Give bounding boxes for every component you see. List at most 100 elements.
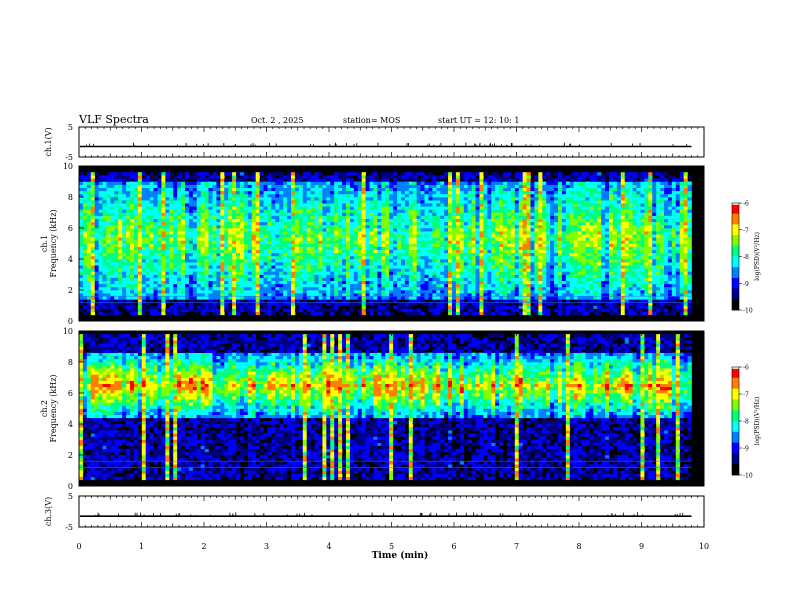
- spectrogram-cell: [279, 246, 284, 250]
- spectrogram-cell: [267, 175, 272, 179]
- spectrogram-cell: [330, 187, 335, 192]
- spectrogram-cell: [271, 206, 276, 210]
- spectrogram-cell: [181, 234, 186, 238]
- spectrogram-cell: [192, 184, 198, 188]
- spectrogram-cell: [283, 181, 288, 185]
- spectrogram-cell: [491, 218, 496, 223]
- spectrogram-cell: [181, 212, 186, 216]
- spectrogram-cell: [279, 221, 284, 226]
- spectrogram-cell: [196, 296, 202, 300]
- spectrogram-cell: [212, 271, 217, 275]
- spectrogram-cell: [98, 212, 103, 216]
- spectrogram-cell: [318, 203, 323, 207]
- spectrogram-cell: [440, 296, 445, 300]
- spectrogram-cell: [161, 255, 166, 260]
- spectrogram-cell: [149, 280, 154, 285]
- spectrogram-cell: [177, 265, 182, 269]
- spectrogram-cell: [322, 265, 327, 269]
- spectrogram-cell: [479, 277, 484, 281]
- spectrogram-cell: [114, 197, 119, 201]
- spectrogram-cell: [306, 255, 311, 260]
- spectrogram-cell: [479, 221, 484, 226]
- spectrogram-cell: [173, 200, 178, 204]
- spectrogram-cell: [94, 259, 99, 263]
- spectrogram-cell: [291, 311, 296, 316]
- spectrogram-cell: [196, 231, 202, 235]
- spectrogram-cell: [397, 206, 402, 210]
- spectrogram-cell: [94, 203, 99, 207]
- spectrogram-cell: [204, 255, 209, 260]
- spectrogram-cell: [483, 249, 488, 254]
- spectrogram-cell: [451, 234, 457, 238]
- spectrogram-cell: [397, 296, 402, 300]
- spectrogram-cell: [444, 175, 449, 179]
- spectrogram-cell: [455, 184, 461, 188]
- spectrogram-cell: [404, 305, 410, 309]
- spectrogram-cell: [126, 268, 131, 272]
- spectrogram-cell: [267, 190, 272, 195]
- spectrogram-cell: [90, 302, 96, 306]
- spectrogram-cell: [353, 286, 359, 291]
- spectrogram-cell: [436, 221, 441, 226]
- spectrogram-cell: [365, 274, 370, 278]
- spectrogram-cell: [302, 280, 308, 285]
- spectrogram-cell: [314, 231, 319, 235]
- spectrogram-cell: [149, 187, 154, 192]
- spectrogram-cell: [381, 311, 386, 316]
- spectrogram-cell: [188, 283, 194, 288]
- spectrogram-cell: [122, 218, 127, 223]
- spectrogram-cell: [79, 255, 84, 260]
- spectrogram-cell: [369, 271, 374, 275]
- spectrogram-cell: [110, 190, 115, 195]
- spectrogram-cell: [79, 200, 84, 204]
- spectrogram-cell: [416, 262, 421, 266]
- spectrogram-cell: [318, 193, 323, 198]
- spectrogram-cell: [86, 228, 92, 232]
- spectrogram-cell: [102, 296, 107, 300]
- spectrogram-cell: [220, 224, 225, 229]
- spectrogram-cell: [432, 262, 437, 266]
- spectrogram-cell: [255, 181, 260, 185]
- spectrogram-cell: [275, 305, 280, 309]
- spectrogram-cell: [208, 286, 213, 291]
- spectrogram-cell: [173, 255, 178, 260]
- spectrogram-cell: [424, 197, 429, 201]
- spectrogram-cell: [212, 218, 217, 223]
- spectrogram-cell: [114, 203, 119, 207]
- spectrogram-cell: [471, 249, 476, 254]
- spectrogram-cell: [491, 286, 496, 291]
- spectrogram-cell: [220, 212, 225, 216]
- spectrogram-cell: [200, 228, 205, 232]
- spectrogram-cell: [318, 212, 323, 216]
- spectrogram-cell: [283, 197, 288, 201]
- spectrogram-cell: [479, 259, 484, 263]
- spectrogram-cell: [424, 193, 429, 198]
- spectrogram-cell: [185, 184, 190, 188]
- spectrogram-cell: [251, 286, 256, 291]
- spectrogram-cell: [157, 228, 162, 232]
- spectrogram-cell: [416, 243, 421, 247]
- spectrogram-cell: [397, 197, 402, 201]
- spectrogram-cell: [173, 283, 178, 288]
- spectrogram-cell: [428, 215, 433, 219]
- spectrogram-cell: [185, 203, 190, 207]
- spectrogram-cell: [283, 299, 288, 303]
- spectrogram-cell: [110, 209, 115, 213]
- spectrogram-cell: [294, 255, 300, 260]
- spectrogram-cell: [294, 274, 300, 278]
- spectrogram-cell: [90, 280, 96, 285]
- spectrogram-cell: [188, 175, 194, 179]
- spectrogram-cell: [471, 231, 476, 235]
- spectrogram-cell: [381, 172, 386, 176]
- spectrogram-cell: [397, 302, 402, 306]
- spectrogram-cell: [408, 197, 414, 201]
- spectrogram-cell: [204, 262, 209, 266]
- spectrogram-cell: [255, 283, 260, 288]
- spectrogram-cell: [177, 218, 182, 223]
- spectrogram-cell: [192, 234, 198, 238]
- spectrogram-cell: [287, 218, 292, 223]
- spectrogram-cell: [177, 187, 182, 192]
- spectrogram-cell: [141, 237, 147, 241]
- spectrogram-cell: [326, 271, 331, 275]
- spectrogram-cell: [161, 249, 166, 254]
